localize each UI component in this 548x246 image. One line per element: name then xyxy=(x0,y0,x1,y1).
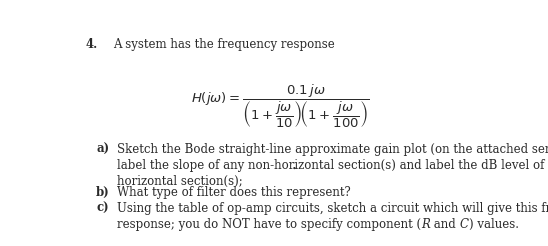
Text: $H(j\omega) = \dfrac{0.1\, j\omega}{\left(1 + \dfrac{j\omega}{10}\right)\!\left(: $H(j\omega) = \dfrac{0.1\, j\omega}{\lef… xyxy=(191,83,370,130)
Text: •: • xyxy=(292,165,296,173)
Text: 4.: 4. xyxy=(85,38,98,51)
Text: a): a) xyxy=(96,143,109,156)
Text: label the slope of any non-horizontal section(s) and label the dB level of any: label the slope of any non-horizontal se… xyxy=(117,159,548,172)
Text: What type of filter does this represent?: What type of filter does this represent? xyxy=(117,186,351,199)
Text: Sketch the Bode straight-line approximate gain plot (on the attached semilog pap: Sketch the Bode straight-line approximat… xyxy=(117,143,548,156)
Text: ) values.: ) values. xyxy=(469,218,519,231)
Text: Using the table of op-amp circuits, sketch a circuit which will give this freque: Using the table of op-amp circuits, sket… xyxy=(117,202,548,215)
Text: b): b) xyxy=(96,186,110,199)
Text: response; you do NOT have to specify component (: response; you do NOT have to specify com… xyxy=(117,218,421,231)
Text: and: and xyxy=(430,218,460,231)
Text: horizontal section(s);: horizontal section(s); xyxy=(117,175,243,188)
Text: C: C xyxy=(460,218,469,231)
Text: c): c) xyxy=(96,202,109,215)
Text: A system has the frequency response: A system has the frequency response xyxy=(113,38,335,51)
Text: R: R xyxy=(421,218,430,231)
